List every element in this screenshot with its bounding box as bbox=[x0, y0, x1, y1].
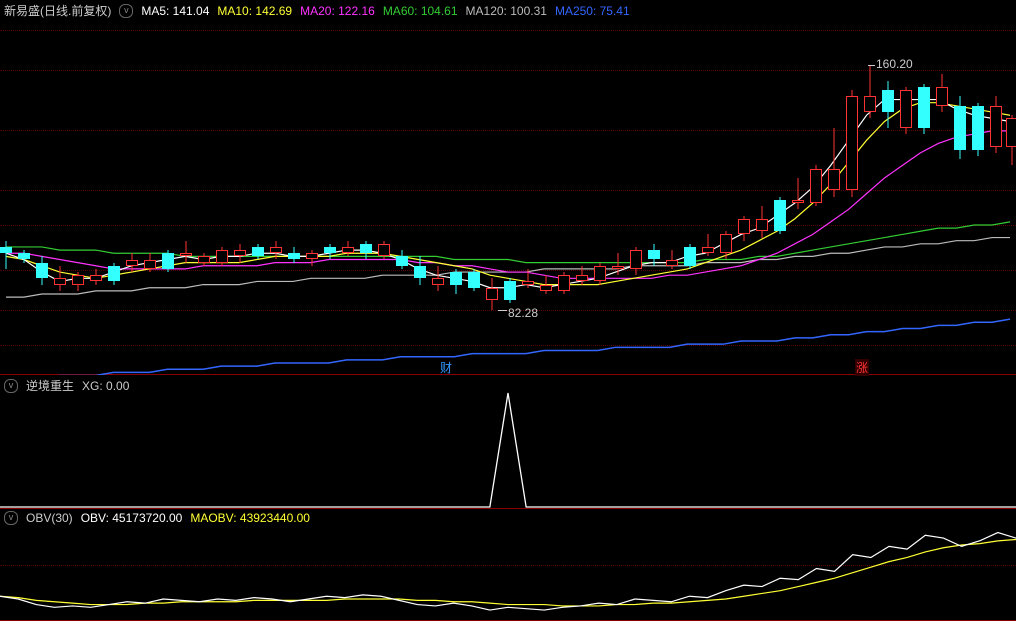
ma-label: MA20: 122.16 bbox=[300, 4, 375, 18]
chevron-down-icon[interactable]: v bbox=[4, 379, 18, 393]
ma-label: MA5: 141.04 bbox=[141, 4, 209, 18]
ma-label: MA10: 142.69 bbox=[217, 4, 292, 18]
marker-zhang: 涨 bbox=[855, 359, 869, 376]
ma-label: MA60: 104.61 bbox=[383, 4, 458, 18]
ma-label: MA120: 100.31 bbox=[466, 4, 547, 18]
xg-title: 逆境重生 bbox=[26, 377, 74, 394]
candlestick-panel[interactable]: 新易盛(日线.前复权) v MA5: 141.04 MA10: 142.69 MA20:… bbox=[0, 0, 1016, 375]
indicator-obv-panel[interactable]: v OBV(30) OBV: 45173720.00 MAOBV: 43923440.… bbox=[0, 509, 1016, 621]
obv-label: OBV: 45173720.00 bbox=[81, 511, 183, 525]
xg-value: XG: 0.00 bbox=[82, 379, 129, 393]
indicator-xg-panel[interactable]: v 逆境重生 XG: 0.00 bbox=[0, 375, 1016, 509]
price-low-tick bbox=[498, 310, 507, 311]
chevron-down-icon[interactable]: v bbox=[4, 511, 18, 525]
price-high-label: 160.20 bbox=[876, 57, 913, 71]
obv-title: OBV(30) bbox=[26, 511, 73, 525]
stock-title: 新易盛(日线.前复权) bbox=[4, 2, 111, 19]
main-header: 新易盛(日线.前复权) v MA5: 141.04 MA10: 142.69 MA20:… bbox=[4, 2, 630, 19]
obv-header: v OBV(30) OBV: 45173720.00 MAOBV: 43923440.… bbox=[4, 511, 310, 525]
price-low-label: 82.28 bbox=[508, 306, 538, 320]
xg-header: v 逆境重生 XG: 0.00 bbox=[4, 377, 129, 394]
marker-cai: 财 bbox=[440, 359, 452, 376]
chevron-down-icon[interactable]: v bbox=[119, 4, 133, 18]
obv-label: MAOBV: 43923440.00 bbox=[190, 511, 310, 525]
ma-label: MA250: 75.41 bbox=[555, 4, 630, 18]
price-high-tick bbox=[868, 65, 875, 66]
